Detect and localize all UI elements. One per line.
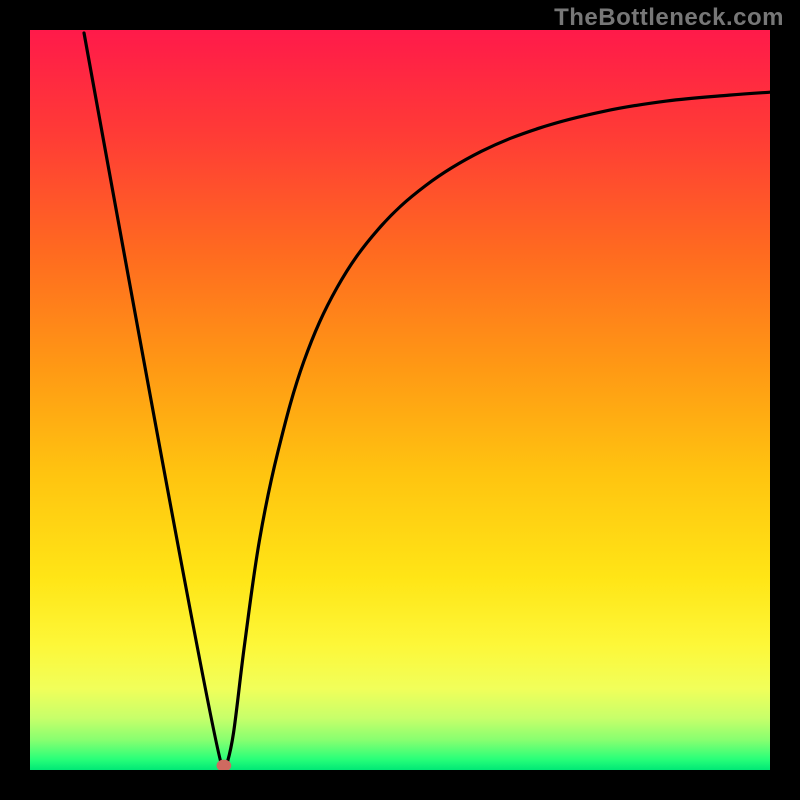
gradient-background	[30, 30, 770, 770]
watermark-text: TheBottleneck.com	[554, 4, 784, 32]
plot-area	[30, 30, 770, 770]
chart-svg	[30, 30, 770, 770]
